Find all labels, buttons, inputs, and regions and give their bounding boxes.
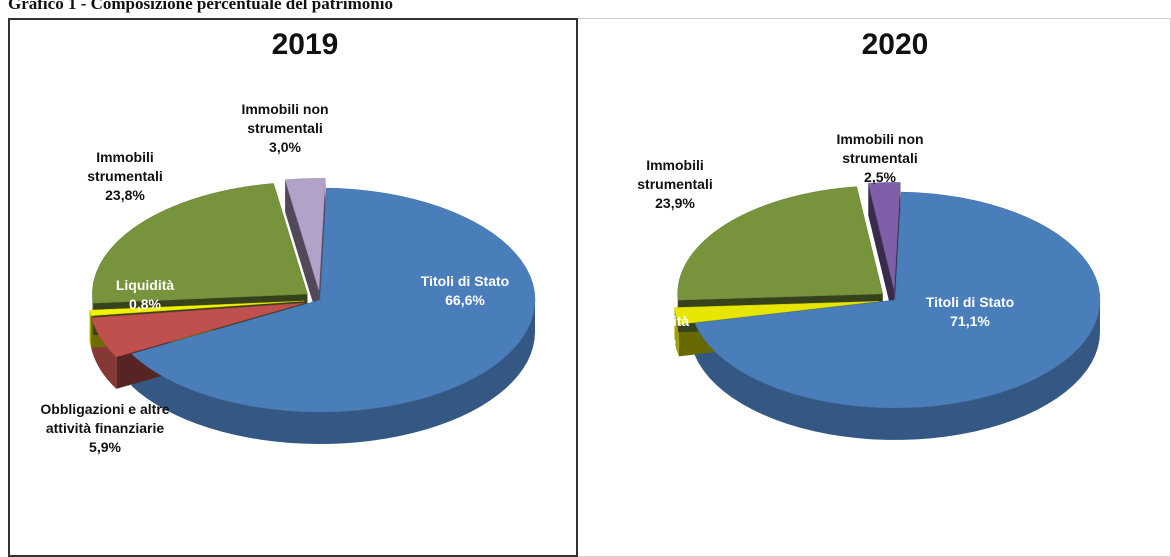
slice (91, 302, 305, 358)
slice-value: 2,5% (644, 332, 676, 348)
slice (89, 300, 305, 316)
slice-side (89, 310, 91, 348)
slice-value: 66,6% (445, 292, 485, 308)
slice (131, 187, 536, 413)
slice-value: 23,8% (105, 187, 145, 203)
page-title: Grafico 1 - Composizione percentuale del… (8, 0, 393, 13)
slice-label: Immobili non strumentali (241, 101, 329, 136)
slice-label: Titoli di Stato (420, 273, 510, 289)
slice (694, 191, 1101, 409)
slice-label: Liquidità (115, 277, 175, 293)
slice-label: Liquidità (630, 313, 690, 329)
slice (92, 183, 308, 304)
slice-side (131, 300, 536, 444)
chart-panel (8, 18, 578, 557)
slice-side (674, 307, 679, 357)
slice-value: 23,9% (655, 195, 695, 211)
slice-label: Immobili non strumentali (836, 131, 924, 166)
slice-value: 5,9% (89, 439, 121, 455)
slice-label: Titoli di Stato (925, 294, 1015, 310)
slice (284, 178, 326, 291)
slice-label: Immobili strumentali (87, 149, 163, 184)
slice-label: Immobili strumentali (637, 157, 713, 192)
slice-label: Obbligazioni e altre attività finanziari… (40, 401, 170, 436)
slice (867, 182, 901, 291)
chart-title: 2019 (272, 28, 339, 61)
pie (89, 178, 536, 444)
slice-side (694, 300, 1100, 440)
slice-value: 2,5% (864, 169, 896, 185)
slice (677, 186, 884, 301)
pie (674, 182, 1101, 440)
slice-value: 3,0% (269, 139, 301, 155)
slice-wall (868, 183, 895, 323)
slice-value: 0,8% (129, 296, 161, 312)
chart-title: 2020 (862, 28, 929, 61)
slice-wall (285, 179, 319, 323)
slice-value: 71,1% (950, 313, 990, 329)
slice (674, 301, 880, 325)
